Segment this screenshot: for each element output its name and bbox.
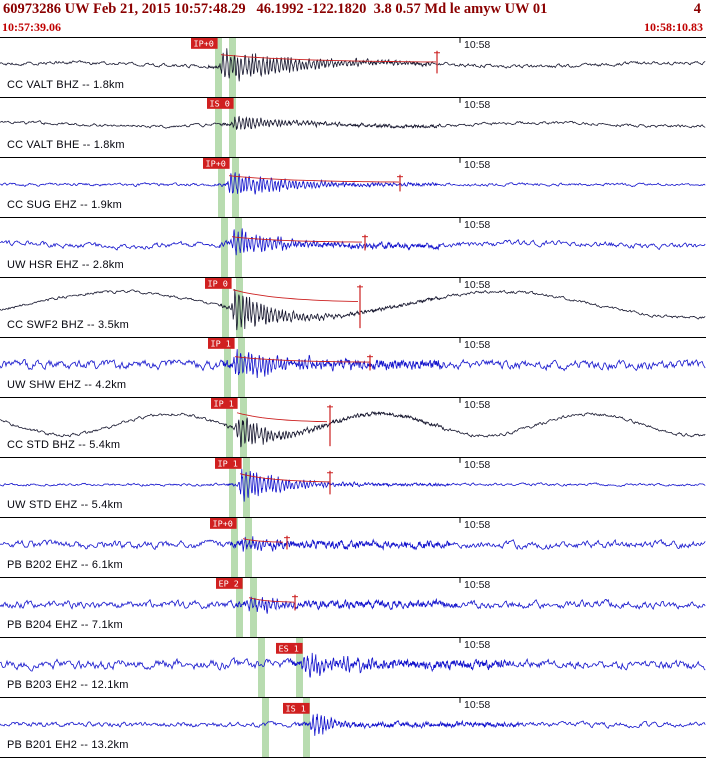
pick-flag-label: IS 1 [286,703,306,713]
pick-flag[interactable] [215,458,242,469]
coda-decay-curve [234,356,370,363]
waveform-plot: IP+0 [0,158,706,217]
coda-decay-curve [242,538,284,543]
trace-panel[interactable]: IS 0 10:58 CC VALT BHE -- 1.8km [0,97,706,157]
coda-decay-curve [220,54,437,63]
window-start-time: 10:57:39.06 [2,20,61,34]
pick-flag-label: IP+0 [206,158,226,168]
pick-flag-label: IP+0 [213,518,233,528]
pick-flag[interactable] [216,578,243,589]
trace-panel[interactable]: IP+0 10:58 CC SUG EHZ -- 1.9km [0,157,706,217]
pick-window-band [250,578,257,637]
pick-window-band [236,278,243,337]
window-end-time: 10:58:10.83 [644,20,703,34]
waveform-plot: IP 1 [0,338,706,397]
event-header: 60973286 UW Feb 21, 2015 10:57:48.29 46.… [0,0,706,37]
pick-flag-label: IS 0 [210,98,230,108]
pick-window-band [221,218,228,277]
seismogram-trace [0,596,706,614]
pick-window-band [238,338,245,397]
pick-flag[interactable] [207,98,234,109]
waveform-plot: IP 0 [0,278,706,337]
waveform-plot: IP+0 [0,38,706,97]
pick-flag-label: IP 0 [208,278,228,288]
pick-window-band [296,638,303,697]
trace-panels-container: IP+0 10:58 CC VALT BHZ -- 1.8km IS 0 10:… [0,37,706,758]
pick-window-band [218,158,225,217]
trace-panel[interactable]: IS 1 10:58 PB B201 EH2 -- 13.2km [0,697,706,757]
pick-flag-label: IP+0 [194,38,214,48]
waveform-plot [0,218,706,277]
event-summary-text: 60973286 UW Feb 21, 2015 10:57:48.29 46.… [3,1,548,17]
trace-panel[interactable]: 10:58 UW HSR EHZ -- 2.8km [0,217,706,277]
waveform-plot: IS 0 [0,98,706,157]
trace-panel[interactable]: IP+0 10:58 PB B202 EHZ -- 6.1km [0,517,706,577]
trace-panel[interactable]: IP 1 10:58 CC STD BHZ -- 5.4km [0,397,706,457]
seismogram-trace [0,228,706,256]
pick-window-band [222,278,229,337]
seismogram-trace [0,48,706,82]
trace-panel[interactable]: IP+0 10:58 CC VALT BHZ -- 1.8km [0,37,706,97]
pick-window-band [303,698,310,757]
seismogram-trace [0,349,706,378]
pick-window-band [229,458,236,517]
pick-flag-label: EP 2 [219,578,239,588]
seismogram-trace [0,713,706,736]
waveform-plot: IP 1 [0,458,706,517]
seismogram-trace [0,115,706,130]
pick-window-band [262,698,269,757]
pick-window-band [232,158,239,217]
pick-window-band [236,578,243,637]
coda-decay-curve [228,175,400,183]
pick-flag-label: ES 1 [279,643,299,653]
coda-decay-curve [248,597,295,603]
pick-window-band [231,518,238,577]
pick-window-band [243,458,250,517]
pick-flag-label: IP 1 [218,458,238,468]
trace-panel[interactable]: IP 1 10:58 UW SHW EHZ -- 4.2km [0,337,706,397]
pick-window-band [235,218,242,277]
pick-window-band [229,98,236,157]
trace-panel[interactable]: IP 0 10:58 CC SWF2 BHZ -- 3.5km [0,277,706,337]
waveform-plot: IS 1 [0,698,706,757]
pick-window-band [224,338,231,397]
coda-decay-curve [232,289,359,303]
pick-window-band [258,638,265,697]
pick-flag[interactable] [191,38,218,49]
pick-window-band [245,518,252,577]
coda-decay-curve [236,412,328,423]
pick-window-band [215,98,222,157]
waveform-plot: IP 1 [0,398,706,457]
event-summary-count: 4 [693,1,701,17]
coda-decay-curve [239,473,331,483]
trace-panel[interactable]: ES 1 10:58 PB B203 EH2 -- 12.1km [0,637,706,697]
seismogram-trace [0,172,706,195]
coda-decay-curve [231,236,362,243]
pick-flag[interactable] [203,158,230,169]
seismogram-trace [0,288,706,331]
trace-panel[interactable]: IP 1 10:58 UW STD EHZ -- 5.4km [0,457,706,517]
pick-flag[interactable] [208,338,235,349]
pick-flag[interactable] [283,702,310,714]
seismogram-trace [0,536,706,552]
seismogram-trace [0,652,706,678]
pick-flag[interactable] [210,518,237,529]
waveform-plot: ES 1 [0,638,706,697]
pick-flag-label: IP 1 [211,338,231,348]
trace-panel[interactable]: EP 2 10:58 PB B204 EHZ -- 7.1km [0,577,706,637]
pick-flag-label: IP 1 [214,398,234,408]
pick-flag[interactable] [276,642,303,654]
pick-flag[interactable] [211,398,238,409]
waveform-plot: EP 2 [0,578,706,637]
seismogram-trace [0,411,706,448]
pick-window-band [240,398,247,457]
seismogram-trace [0,468,706,502]
pick-flag[interactable] [205,278,232,289]
waveform-plot: IP+0 [0,518,706,577]
pick-window-band [226,398,233,457]
